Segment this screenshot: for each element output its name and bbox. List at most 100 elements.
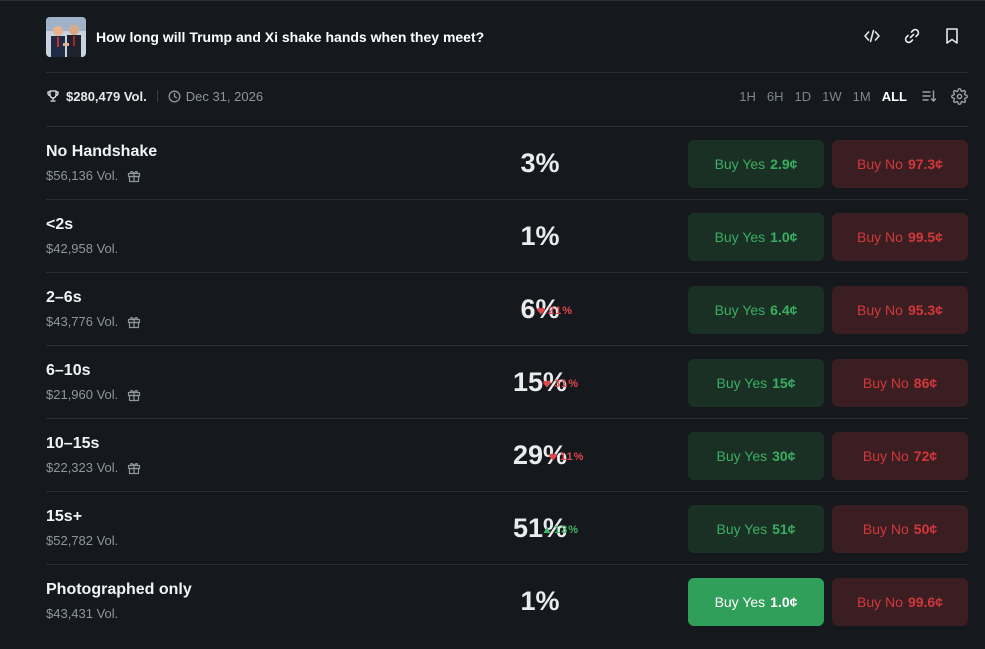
gift-icon[interactable] [127,388,141,402]
outcome-row[interactable]: 15s+ $52,782 Vol. 51% 13% Buy Yes 51¢ Buy… [46,492,968,565]
yes-price: 1.0¢ [770,594,798,610]
outcome-probability: 1% [520,586,560,616]
row-divider [46,345,968,346]
triangle-up-icon [543,526,551,534]
row-divider [46,491,968,492]
outcome-volume: $56,136 Vol. [46,168,119,183]
outcome-volume: $43,776 Vol. [46,314,119,329]
row-divider [46,564,968,565]
yes-price: 6.4¢ [770,302,798,318]
change-value: 11% [560,451,585,463]
change-value: 31% [554,378,580,390]
buy-no-button[interactable]: Buy No 86¢ [832,359,968,407]
outcome-row[interactable]: 10–15s $22,323 Vol. 29% 11% Buy Yes 30¢ B… [46,419,968,492]
buy-no-button[interactable]: Buy No 99.5¢ [832,213,968,261]
no-price: 86¢ [913,375,938,391]
outcome-probability: 51% [512,513,568,543]
outcome-volume: $52,782 Vol. [46,533,119,548]
link-icon[interactable] [902,26,922,46]
end-date: Dec 31, 2026 [185,88,264,104]
clock-icon [168,90,181,103]
buy-yes-button[interactable]: Buy Yes 30¢ [688,432,824,480]
no-price: 72¢ [913,448,938,464]
code-icon[interactable] [862,26,882,46]
outcome-name: 6–10s [46,362,91,379]
outcome-name: 2–6s [46,289,82,306]
buy-no-label: Buy No [862,521,909,537]
range-1h[interactable]: 1H [739,88,756,104]
buy-no-label: Buy No [857,302,903,318]
no-price: 99.5¢ [907,229,943,245]
buy-no-label: Buy No [857,594,903,610]
outcome-row[interactable]: 6–10s $21,960 Vol. 15% 31% Buy Yes 15¢ Bu… [46,346,968,419]
change-indicator: 13% [543,524,579,536]
gift-icon[interactable] [127,315,141,329]
yes-price: 30¢ [772,448,796,464]
no-price: 99.6¢ [907,594,943,610]
market-title: How long will Trump and Xi shake hands w… [96,29,485,45]
outcome-name: <2s [46,216,74,233]
bookmark-icon[interactable] [942,26,962,46]
gear-icon[interactable] [950,87,968,105]
yes-price: 51¢ [772,521,796,537]
change-indicator: 31% [543,378,579,390]
buy-yes-button[interactable]: Buy Yes 51¢ [688,505,824,553]
yes-price: 2.9¢ [770,156,798,172]
change-value: 13% [554,524,580,536]
heart-down-icon [549,453,557,461]
meta-separator [156,90,158,102]
row-divider [46,199,968,200]
gift-icon[interactable] [127,461,141,475]
range-1w[interactable]: 1W [822,88,842,104]
buy-no-button[interactable]: Buy No 95.3¢ [832,286,968,334]
buy-no-button[interactable]: Buy No 99.6¢ [832,578,968,626]
gift-icon[interactable] [127,169,141,183]
buy-no-button[interactable]: Buy No 72¢ [832,432,968,480]
no-price: 95.3¢ [907,302,943,318]
change-indicator: 21% [537,305,573,317]
outcome-volume: $21,960 Vol. [46,387,119,402]
trophy-icon [46,89,60,103]
range-6h[interactable]: 6H [766,88,784,104]
buy-yes-button[interactable]: Buy Yes 2.9¢ [688,140,824,188]
buy-yes-button[interactable]: Buy Yes 6.4¢ [688,286,824,334]
buy-yes-label: Buy Yes [714,156,766,172]
row-divider [46,272,968,273]
market-thumbnail [46,17,86,57]
outcome-volume: $42,958 Vol. [46,241,119,256]
market-meta: $280,479 Vol. Dec 31, 2026 [46,86,263,106]
outcome-probability: 29% [512,440,568,470]
buy-no-button[interactable]: Buy No 97.3¢ [832,140,968,188]
heart-down-icon [537,307,545,315]
range-1m[interactable]: 1M [852,88,871,104]
rows-divider [46,126,968,127]
no-price: 50¢ [913,521,938,537]
heart-down-icon [543,380,551,388]
outcome-probability: 3% [520,148,560,178]
change-indicator: 11% [549,451,584,463]
yes-price: 1.0¢ [770,229,798,245]
outcome-volume: $43,431 Vol. [46,606,119,621]
outcome-row[interactable]: No Handshake $56,136 Vol. 3% Buy Yes 2.9¢… [46,127,968,200]
buy-yes-label: Buy Yes [716,375,768,391]
outcome-probability: 1% [520,221,560,251]
buy-yes-label: Buy Yes [714,229,766,245]
outcome-name: No Handshake [46,143,158,160]
outcome-row[interactable]: <2s $42,958 Vol. 1% Buy Yes 1.0¢ Buy No 99… [46,200,968,273]
outcome-row[interactable]: Photographed only $43,431 Vol. 1% Buy Ye… [46,565,968,638]
time-range-selector: 1H 6H 1D 1W 1M ALL [728,86,968,106]
change-value: 21% [548,305,574,317]
range-all[interactable]: ALL [881,88,907,104]
buy-no-button[interactable]: Buy No 50¢ [832,505,968,553]
buy-yes-button[interactable]: Buy Yes 1.0¢ [688,578,824,626]
buy-no-label: Buy No [862,375,909,391]
outcome-name: Photographed only [46,581,192,598]
buy-no-label: Buy No [857,229,903,245]
row-divider [46,418,968,419]
range-1d[interactable]: 1D [794,88,812,104]
buy-yes-button[interactable]: Buy Yes 15¢ [688,359,824,407]
no-price: 97.3¢ [907,156,943,172]
buy-yes-button[interactable]: Buy Yes 1.0¢ [688,213,824,261]
sort-icon[interactable] [920,87,938,105]
